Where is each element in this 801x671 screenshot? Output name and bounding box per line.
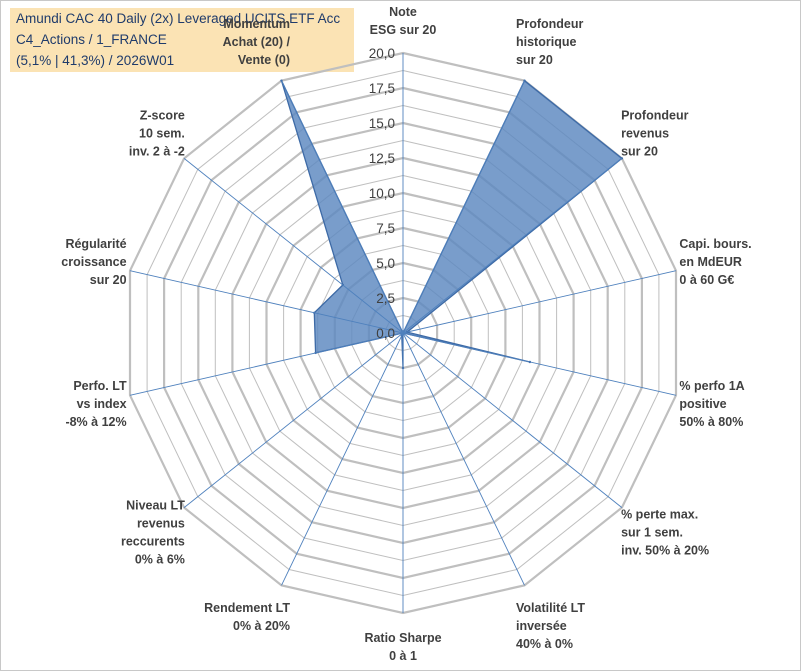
axis-label-13: Z-score 10 sem. inv. 2 à -2 (129, 109, 185, 159)
axis-label-8: Ratio Sharpe 0 à 1 (364, 631, 441, 663)
axis-spoke-9 (281, 332, 404, 586)
axis-label-1: Note ESG sur 20 (370, 5, 437, 37)
radar-spokes (129, 53, 677, 613)
tick-label: 15,0 (369, 116, 395, 131)
axis-spoke-10 (183, 332, 404, 508)
axis-label-6: % perte max. sur 1 sem. inv. 50% à 20% (621, 508, 709, 558)
tick-label: 10,0 (369, 186, 395, 201)
radar-data-layer (280, 79, 624, 370)
tick-label: 2,5 (376, 291, 395, 306)
axis-spoke-13 (183, 158, 404, 334)
chart-subtitle-category: C4_Actions / 1_FRANCE (16, 32, 167, 47)
axis-spoke-6 (402, 332, 623, 508)
tick-label: 5,0 (376, 256, 395, 271)
tick-label: 12,5 (369, 151, 395, 166)
chart-title: Amundi CAC 40 Daily (2x) Leveraged UCITS… (16, 11, 341, 26)
tick-label: 0,0 (376, 326, 395, 341)
tick-label: 20,0 (369, 46, 395, 61)
axis-spoke-12 (129, 270, 404, 334)
axis-label-2: Profondeur historique sur 20 (516, 17, 583, 67)
axis-label-11: Perfo. LT vs index -8% à 12% (65, 379, 127, 429)
axis-spoke-3 (402, 158, 623, 334)
radar-tick-labels: 0,0 2,5 5,0 7,5 10,0 12,5 15,0 17,5 20,0 (369, 46, 395, 341)
axis-spoke-7 (402, 332, 525, 586)
axis-label-5: % perfo 1A positive 50% à 80% (679, 379, 744, 429)
axis-label-9: Rendement LT 0% à 20% (204, 601, 290, 633)
axis-spoke-14 (281, 80, 404, 334)
tick-label: 17,5 (369, 81, 395, 96)
axis-label-12: Régularité croissance sur 20 (61, 237, 126, 287)
axis-spoke-4 (402, 270, 677, 334)
axis-label-3: Profondeur revenus sur 20 (621, 109, 688, 159)
series-score-area (280, 79, 623, 369)
radar-axis-labels: Note ESG sur 20 Profondeur historique sur 20… (61, 5, 751, 663)
tick-label: 7,5 (376, 221, 395, 236)
chart-subtitle-stats: (5,1% | 41,3%) / 2026W01 (16, 53, 175, 68)
axis-label-14: Momentum Achat (20) / Vente (0) (223, 17, 291, 67)
chart-title-box: Amundi CAC 40 Daily (2x) Leveraged UCITS… (10, 8, 354, 72)
axis-label-4: Capi. bours. en MdEUR 0 à 60 G€ (679, 237, 751, 287)
axis-spoke-2 (402, 80, 525, 334)
axis-label-7: Volatilité LT inversée 40% à 0% (516, 601, 585, 651)
axis-label-10: Niveau LT revenus reccurents 0% à 6% (121, 499, 185, 567)
axis-spoke-11 (129, 332, 404, 396)
axis-spoke-5 (402, 332, 677, 396)
